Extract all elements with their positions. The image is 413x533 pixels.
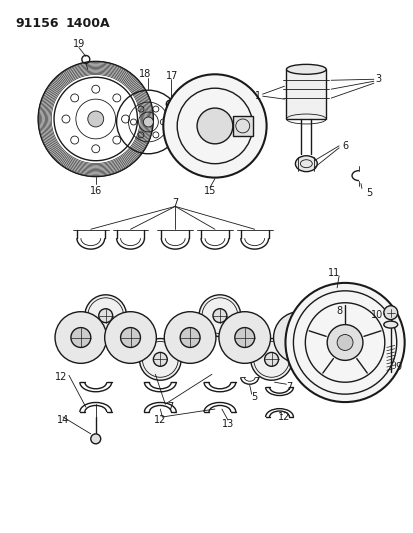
Circle shape	[326, 325, 362, 360]
Circle shape	[90, 434, 100, 444]
Text: 15: 15	[203, 185, 216, 196]
Text: 5: 5	[251, 392, 257, 402]
Text: 1400A: 1400A	[66, 17, 110, 30]
Ellipse shape	[383, 321, 397, 328]
Text: 11: 11	[327, 268, 339, 278]
Text: 9: 9	[395, 362, 401, 373]
Circle shape	[55, 312, 107, 364]
Circle shape	[289, 328, 309, 348]
Circle shape	[264, 352, 278, 366]
Circle shape	[197, 108, 232, 144]
Text: 18: 18	[139, 69, 151, 79]
Circle shape	[250, 338, 292, 380]
Circle shape	[234, 328, 254, 348]
Bar	[232, 116, 252, 136]
Ellipse shape	[286, 64, 325, 74]
Text: 17: 17	[166, 71, 178, 82]
Text: 12: 12	[55, 372, 67, 382]
Circle shape	[104, 312, 156, 364]
Text: 16: 16	[89, 185, 102, 196]
Circle shape	[285, 283, 404, 402]
Text: 12: 12	[154, 415, 166, 425]
Text: 12: 12	[278, 412, 290, 422]
Bar	[286, 69, 325, 119]
Text: 19: 19	[73, 39, 85, 50]
Circle shape	[336, 335, 352, 350]
Text: 5: 5	[365, 189, 371, 198]
Text: 7: 7	[286, 382, 292, 392]
Text: 3: 3	[375, 74, 381, 84]
Circle shape	[273, 312, 325, 364]
Text: 7: 7	[172, 198, 178, 208]
Circle shape	[153, 352, 167, 366]
Circle shape	[164, 312, 216, 364]
Text: 7: 7	[167, 402, 173, 412]
Text: 14: 14	[57, 415, 69, 425]
Circle shape	[71, 328, 90, 348]
Circle shape	[143, 117, 153, 127]
Circle shape	[212, 309, 226, 322]
Circle shape	[218, 312, 270, 364]
Circle shape	[163, 74, 266, 177]
Circle shape	[180, 328, 199, 348]
Circle shape	[199, 295, 240, 336]
Text: 91156: 91156	[15, 17, 59, 30]
Text: 1: 1	[254, 91, 260, 101]
Circle shape	[383, 306, 397, 320]
Ellipse shape	[295, 156, 316, 172]
Circle shape	[98, 309, 112, 322]
Circle shape	[85, 295, 126, 336]
Circle shape	[88, 111, 103, 127]
Circle shape	[139, 338, 181, 380]
Circle shape	[120, 328, 140, 348]
Text: 8: 8	[335, 306, 341, 316]
Text: 10: 10	[370, 310, 382, 320]
Text: 13: 13	[221, 419, 233, 429]
Text: 6: 6	[341, 141, 347, 151]
